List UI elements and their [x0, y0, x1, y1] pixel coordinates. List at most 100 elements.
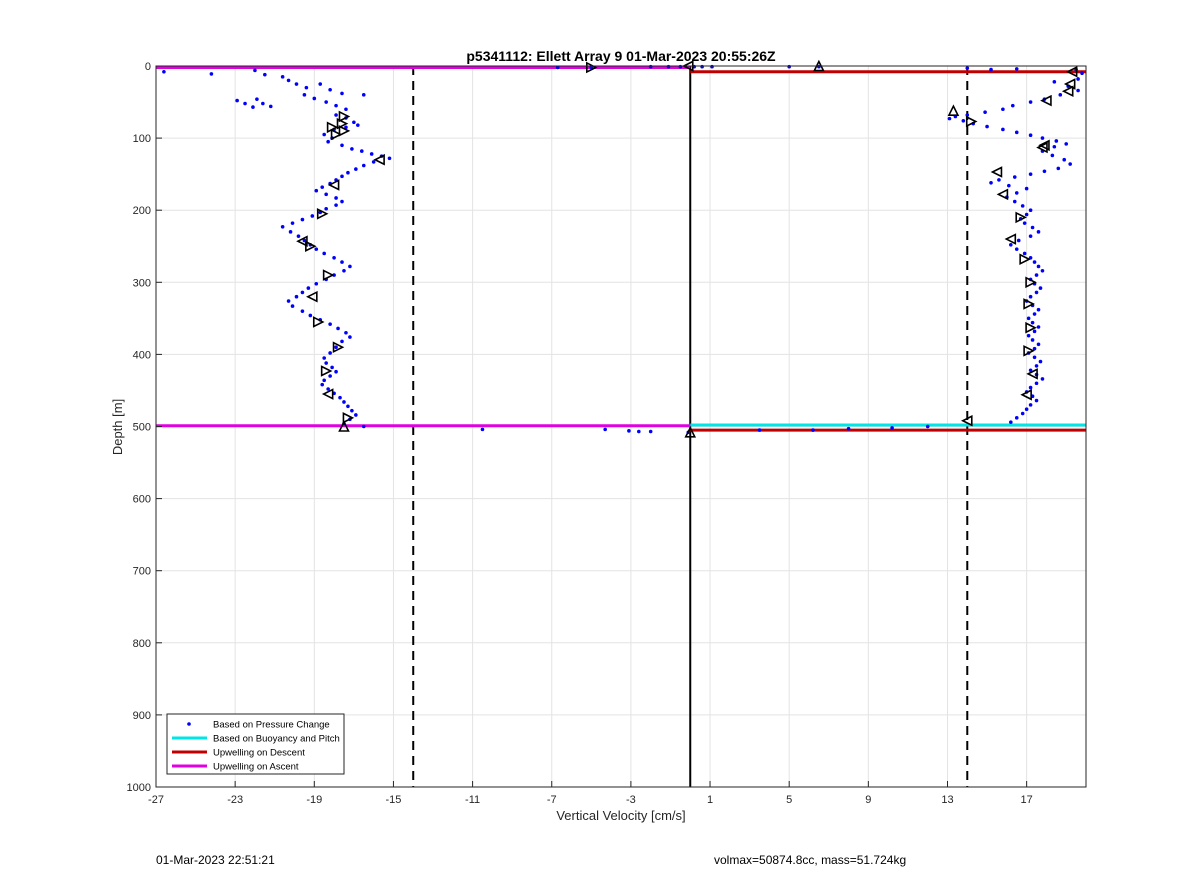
y-tick-label: 0 [145, 61, 151, 73]
x-tick-label: -27 [148, 794, 164, 806]
data-point [314, 281, 319, 286]
data-point [235, 98, 239, 103]
data-point [947, 116, 952, 121]
legend-marker-dot [187, 722, 191, 726]
data-point [344, 125, 348, 130]
data-point [757, 428, 762, 432]
data-point [328, 87, 332, 92]
data-point [332, 255, 336, 260]
data-point [1030, 225, 1035, 230]
data-point [1028, 368, 1033, 373]
data-points [162, 64, 1084, 435]
triangle-marker [960, 414, 973, 427]
y-tick-label: 800 [133, 638, 151, 650]
data-point [253, 68, 257, 73]
data-point [344, 330, 348, 335]
footer-timestamp: 01-Mar-2023 22:51:21 [156, 853, 275, 867]
y-tick-label: 600 [133, 494, 151, 506]
data-point [280, 75, 285, 79]
series-lines [156, 65, 1086, 432]
data-point [1014, 416, 1019, 420]
data-point [334, 203, 338, 207]
triangle-marker [322, 269, 335, 281]
data-point [1028, 208, 1033, 212]
y-tick-label: 200 [133, 205, 151, 217]
data-point [1054, 139, 1059, 143]
data-point [1020, 204, 1025, 208]
x-axis-label: Vertical Velocity [cm/s] [556, 808, 685, 823]
data-point [627, 429, 631, 433]
data-point [1028, 100, 1033, 104]
triangle-marker [305, 240, 317, 253]
legend-label: Based on Buoyancy and Pitch [213, 734, 340, 745]
data-point [637, 429, 641, 434]
data-point [989, 181, 993, 185]
data-point [1056, 166, 1061, 171]
data-point [338, 395, 342, 400]
data-point [322, 356, 326, 360]
y-tick-label: 100 [133, 133, 151, 145]
data-point [678, 64, 683, 69]
triangle-marker [1038, 139, 1050, 152]
y-tick-label: 500 [133, 422, 151, 434]
data-point [1014, 247, 1019, 251]
data-point [334, 103, 338, 108]
data-point [1034, 381, 1039, 386]
data-point [1058, 93, 1063, 97]
data-point [1001, 127, 1005, 132]
data-point [268, 104, 273, 109]
data-point [1028, 234, 1033, 238]
data-point [302, 93, 307, 97]
data-point [340, 199, 344, 204]
data-point [308, 313, 313, 318]
triangle-marker [316, 208, 329, 220]
x-tick-label: -7 [547, 794, 557, 806]
data-point [324, 100, 328, 104]
data-point [480, 427, 485, 432]
data-point [1038, 359, 1043, 364]
data-point [350, 147, 354, 151]
data-point [310, 214, 315, 218]
triangle-marker [586, 61, 598, 74]
data-point [324, 192, 328, 197]
triangle-marker [1004, 233, 1017, 245]
x-tick-label: -19 [306, 794, 322, 806]
data-point [1030, 320, 1035, 325]
y-axis-label: Depth [m] [110, 399, 125, 455]
triangle-marker [1025, 321, 1037, 334]
data-point [1028, 172, 1033, 176]
data-point [1050, 153, 1055, 158]
data-point [997, 178, 1001, 182]
data-point [1032, 329, 1037, 334]
data-point [710, 64, 714, 69]
chart-title: p5341112: Ellett Array 9 01-Mar-2023 20:… [466, 48, 776, 64]
data-point [1040, 268, 1045, 273]
footer-float-parameters: volmax=50874.8cc, mass=51.724kg [714, 853, 907, 867]
triangle-marker [338, 420, 350, 432]
triangle-marker [1026, 368, 1038, 380]
data-point [340, 143, 344, 148]
data-point [1032, 312, 1037, 316]
data-point [1034, 290, 1039, 295]
data-point [1036, 307, 1041, 312]
data-point [811, 428, 815, 432]
triangle-marker [320, 365, 333, 377]
triangle-marker [336, 117, 349, 130]
data-point [304, 85, 309, 90]
data-point [350, 408, 354, 413]
data-point [1036, 230, 1041, 234]
data-point [965, 66, 970, 70]
data-point [603, 427, 607, 432]
triangle-marker [312, 316, 325, 328]
data-point [1009, 243, 1013, 247]
data-point [1036, 264, 1041, 269]
data-point [1028, 403, 1033, 407]
data-point [334, 345, 338, 349]
data-point [648, 64, 653, 69]
data-point [243, 101, 247, 106]
data-point [334, 196, 338, 200]
data-point [369, 152, 374, 156]
data-point [162, 69, 166, 74]
x-tick-label: 1 [707, 794, 713, 806]
data-point [328, 351, 332, 355]
